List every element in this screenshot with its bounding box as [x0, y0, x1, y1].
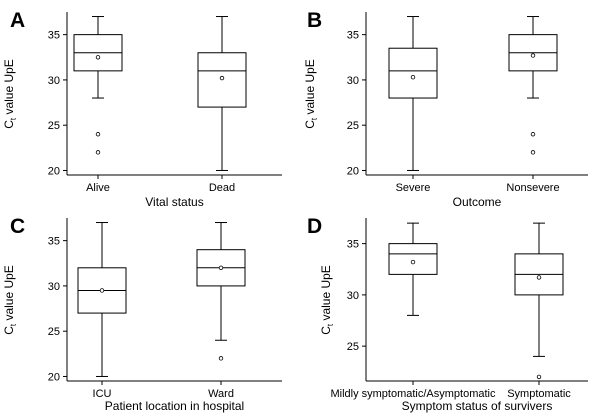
y-tick-label: 25	[347, 341, 359, 353]
box-nonsevere	[508, 16, 558, 155]
panel-c: C 20 25 30 35 Ct value UpE Patient location in…	[2, 215, 282, 413]
iqr-box	[388, 243, 438, 275]
panel-b: B 20 25 30 35 Ct value UpE Outcome Severe Nonsev…	[303, 9, 588, 209]
x-tick-label: Dead	[209, 182, 235, 194]
x-axis-title: Vital status	[145, 195, 203, 209]
y-tick-label: 20	[48, 371, 60, 383]
x-tick-label: Symptomatic	[507, 388, 571, 400]
outlier-point	[95, 132, 101, 137]
x-axis-title: Outcome	[453, 195, 502, 209]
x-tick-label: ICU	[93, 388, 112, 400]
panel-letter: C	[10, 215, 25, 238]
mean-marker	[95, 55, 101, 60]
x-tick-label: Mildly symptomatic/Asymptomatic	[330, 388, 496, 400]
y-tick-label: 35	[48, 236, 60, 248]
box-severe	[388, 16, 438, 171]
panel-letter: A	[10, 9, 25, 32]
x-tick-label: Alive	[86, 182, 110, 194]
y-tick-label: 35	[48, 30, 60, 42]
box-symptomatic	[514, 222, 564, 380]
y-tick-label: 25	[48, 326, 60, 338]
mean-marker	[219, 75, 225, 81]
y-axis-title: Ct value UpE	[303, 59, 319, 129]
x-axis-title: Patient location in hospital	[105, 399, 244, 413]
y-tick-label: 30	[48, 281, 60, 293]
mean-marker	[410, 259, 416, 265]
mean-marker	[218, 265, 224, 271]
y-tick-label: 35	[347, 30, 359, 42]
box-alive	[73, 16, 123, 155]
x-tick-label: Ward	[208, 388, 234, 400]
panel-a: A 20 25 30 35 Ct value UpE Vital status Alive De…	[2, 9, 282, 209]
mean-marker	[99, 288, 105, 293]
panel-d: D 25 30 35 Ct value UpE Symptom status of sur…	[307, 215, 588, 413]
y-tick-label: 20	[48, 165, 60, 177]
box-ward	[196, 222, 246, 361]
iqr-box	[388, 47, 438, 99]
x-axis-title: Symptom status of survivers	[402, 399, 553, 413]
panel-letter: B	[307, 9, 322, 32]
box-dead	[197, 16, 247, 171]
mean-marker	[536, 275, 542, 280]
y-axis-title: Ct value UpE	[2, 265, 18, 335]
y-tick-label: 20	[347, 165, 359, 177]
y-tick-label: 30	[347, 75, 359, 87]
mean-marker	[530, 53, 536, 58]
outlier-point	[530, 132, 536, 137]
y-tick-label: 25	[48, 120, 60, 132]
panel-letter: D	[307, 215, 322, 238]
outlier-point	[536, 374, 542, 380]
outlier-point	[218, 356, 224, 361]
y-tick-label: 30	[347, 290, 359, 302]
x-tick-label: Nonsevere	[506, 182, 559, 194]
y-tick-label: 35	[347, 239, 359, 251]
mean-marker	[410, 74, 416, 80]
y-axis-title: Ct value UpE	[319, 265, 335, 335]
box-mildly-symptomatic-asymptomatic	[388, 222, 438, 316]
box-icu	[77, 222, 127, 377]
y-axis-title: Ct value UpE	[2, 59, 18, 129]
y-tick-label: 30	[48, 75, 60, 87]
outlier-point	[95, 150, 101, 155]
outlier-point	[530, 150, 536, 155]
x-tick-label: Severe	[396, 182, 431, 194]
y-tick-label: 25	[347, 120, 359, 132]
